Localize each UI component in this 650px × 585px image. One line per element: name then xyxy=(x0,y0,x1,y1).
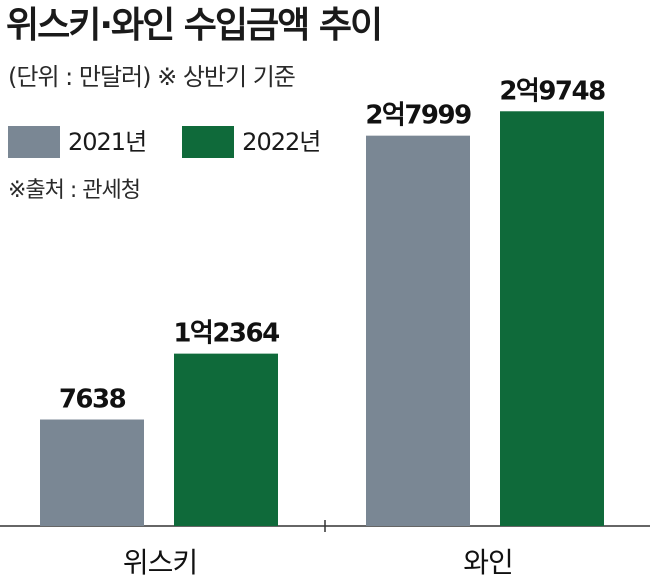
legend-item-2021: 2021년 xyxy=(8,126,147,158)
legend-swatch-2021 xyxy=(8,126,60,158)
legend-swatch-2022 xyxy=(182,126,235,158)
chart-title: 위스키·와인 수입금액 추이 xyxy=(6,5,383,46)
bar-2021-1 xyxy=(366,135,470,526)
bar-2022-1 xyxy=(500,111,604,526)
value-label-2021-1: 2억7999 xyxy=(365,101,471,131)
legend: 2021년 2022년 xyxy=(8,126,356,158)
source-note: ※출처 : 관세청 xyxy=(8,178,141,203)
value-label-2022-0: 1억2364 xyxy=(173,319,279,349)
legend-label-2022: 2022년 xyxy=(242,128,321,156)
chart-subtitle: (단위 : 만달러) ※ 상반기 기준 xyxy=(8,63,296,91)
category-label-1: 와인 xyxy=(463,546,513,579)
bar-2021-0 xyxy=(40,419,144,526)
legend-label-2021: 2021년 xyxy=(68,128,147,156)
value-label-2021-0: 7638 xyxy=(59,385,126,415)
legend-item-2022: 2022년 xyxy=(182,126,321,158)
bar-2022-0 xyxy=(174,353,278,526)
value-label-2022-1: 2억9748 xyxy=(499,76,605,106)
category-label-0: 위스키 xyxy=(123,546,197,579)
